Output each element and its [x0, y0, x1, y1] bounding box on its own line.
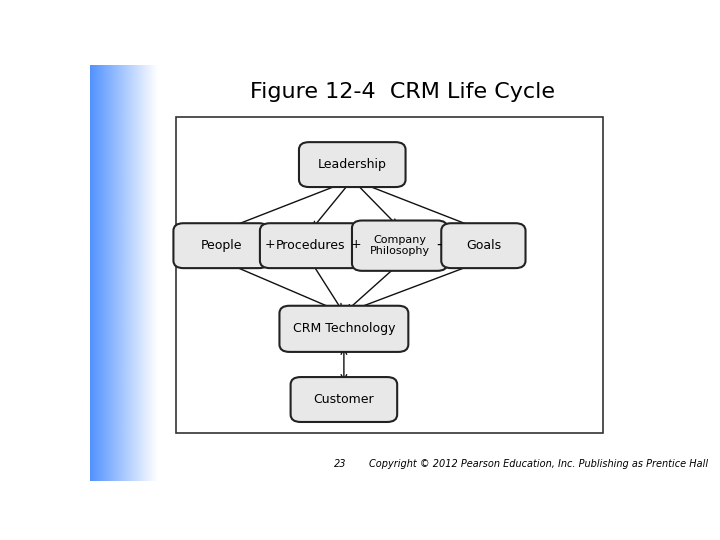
Bar	[176, 117, 603, 433]
FancyBboxPatch shape	[352, 220, 447, 271]
Text: Customer: Customer	[314, 393, 374, 406]
Text: Company
Philosophy: Company Philosophy	[369, 235, 430, 256]
FancyBboxPatch shape	[279, 306, 408, 352]
Text: Figure 12-4  CRM Life Cycle: Figure 12-4 CRM Life Cycle	[250, 82, 555, 102]
FancyBboxPatch shape	[299, 142, 405, 187]
FancyBboxPatch shape	[174, 223, 269, 268]
Text: 23: 23	[334, 459, 347, 469]
FancyBboxPatch shape	[441, 223, 526, 268]
FancyBboxPatch shape	[291, 377, 397, 422]
Text: +: +	[264, 238, 275, 251]
Text: -: -	[436, 237, 441, 252]
Text: +: +	[351, 238, 361, 251]
Text: CRM Technology: CRM Technology	[292, 322, 395, 335]
Text: Procedures: Procedures	[276, 239, 345, 252]
Text: Copyright © 2012 Pearson Education, Inc. Publishing as Prentice Hall: Copyright © 2012 Pearson Education, Inc.…	[369, 459, 708, 469]
Text: Goals: Goals	[466, 239, 501, 252]
FancyBboxPatch shape	[260, 223, 361, 268]
Text: Leadership: Leadership	[318, 158, 387, 171]
Text: People: People	[200, 239, 242, 252]
